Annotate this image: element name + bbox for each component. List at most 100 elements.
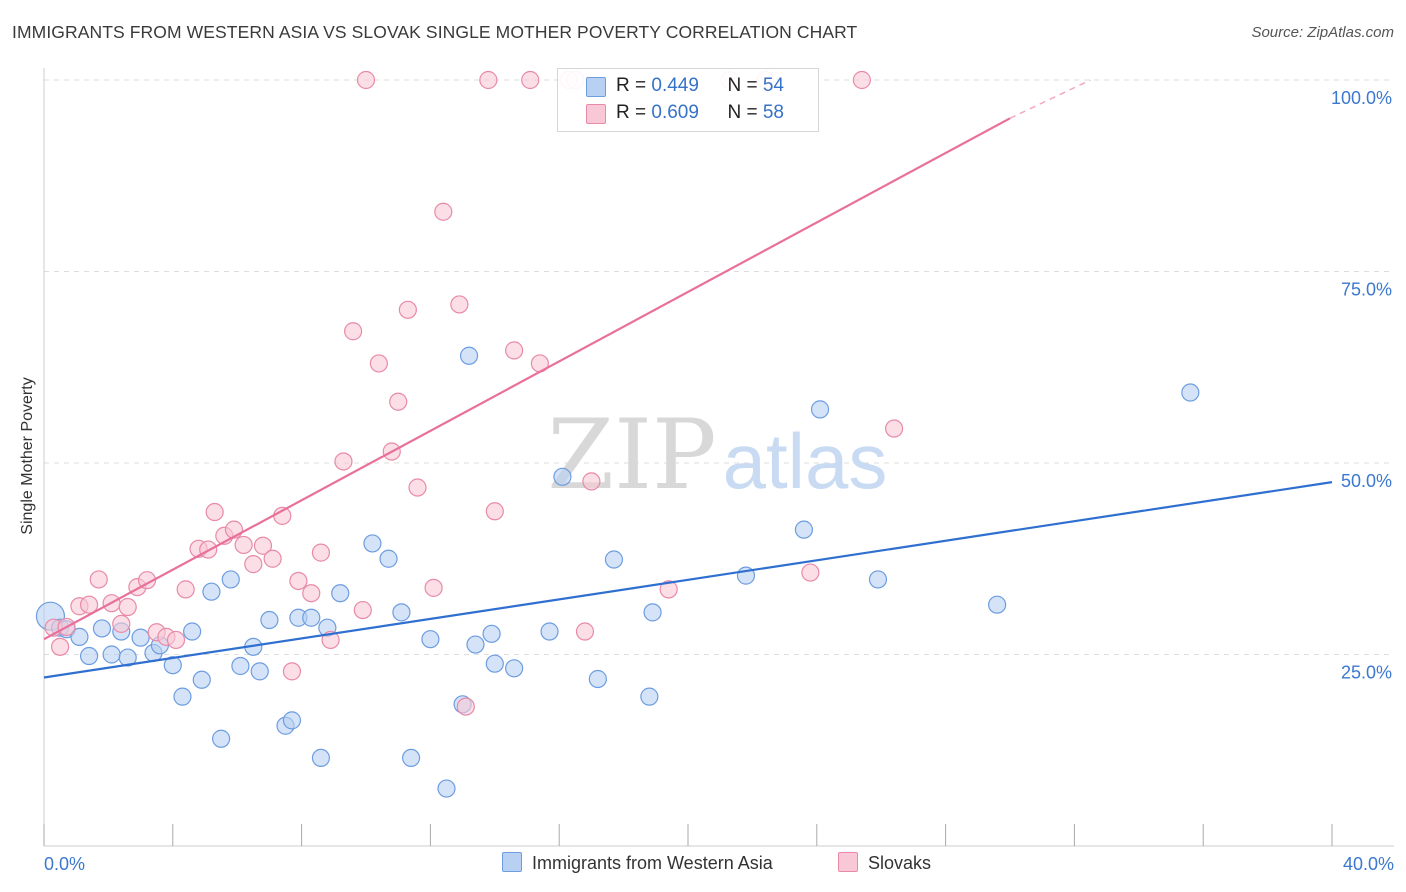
trend-lines — [43, 79, 1333, 679]
point-pink-32 — [353, 600, 372, 620]
point-blue-15 — [192, 670, 211, 689]
point-pink-37 — [398, 300, 417, 319]
point-blue-30 — [363, 534, 382, 553]
legend-pink-n-value: 58 — [762, 102, 784, 123]
point-pink-46 — [521, 70, 540, 90]
point-pink-22 — [253, 536, 273, 555]
point-pink-51 — [582, 472, 601, 491]
watermark-zip: ZIP — [547, 399, 716, 511]
point-pink-30 — [334, 452, 353, 471]
point-pink-40 — [434, 202, 453, 221]
point-blue-37 — [459, 346, 479, 365]
point-blue-8 — [118, 648, 137, 667]
y-tick-label-3: 100.0% — [1331, 88, 1392, 108]
point-blue-47 — [643, 603, 662, 622]
point-blue-5 — [92, 619, 112, 638]
y-tick-label-1: 50.0% — [1341, 471, 1392, 491]
point-pink-34 — [369, 354, 388, 373]
chart-title: IMMIGRANTS FROM WESTERN ASIA VS SLOVAK S… — [12, 22, 858, 42]
point-blue-14 — [183, 622, 202, 641]
point-blue-17 — [212, 729, 231, 748]
gridlines — [44, 79, 1394, 655]
point-pink-43 — [479, 70, 498, 90]
point-blue-53 — [1181, 383, 1200, 402]
point-blue-12 — [163, 656, 182, 675]
point-pink-20 — [234, 535, 253, 555]
point-pink-41 — [450, 295, 469, 314]
trend-line-blue — [43, 481, 1333, 679]
point-blue-39 — [482, 624, 501, 643]
point-pink-57 — [884, 419, 904, 438]
point-pink-5 — [89, 570, 108, 589]
legend-blue-n-label: N = — [727, 75, 763, 96]
y-tick-label-2: 75.0% — [1341, 280, 1392, 300]
point-blue-26 — [302, 608, 321, 627]
legend-pink-r-value: 0.609 — [651, 102, 699, 123]
point-blue-42 — [540, 622, 559, 641]
legend-swatch-pink — [586, 104, 606, 124]
bottom-legend-label-pink: Slovaks — [868, 853, 932, 873]
bottom-legend-pink: Slovaks — [838, 852, 931, 874]
tick-labels: 25.0% 50.0% 75.0% 100.0% 0.0% 40.0% — [44, 88, 1394, 874]
point-blue-29 — [331, 584, 350, 603]
point-blue-33 — [401, 748, 421, 768]
point-blue-49 — [794, 520, 814, 539]
point-pink-50 — [575, 622, 595, 641]
point-blue-40 — [485, 654, 504, 673]
point-pink-56 — [852, 70, 871, 90]
point-pink-39 — [424, 578, 443, 597]
point-blue-3 — [70, 627, 89, 646]
point-pink-44 — [485, 502, 504, 521]
point-blue-46 — [640, 687, 659, 706]
point-pink-31 — [344, 322, 363, 341]
point-blue-27 — [311, 748, 331, 768]
point-pink-36 — [389, 392, 408, 411]
bottom-legend-swatch-blue — [502, 852, 522, 872]
point-blue-38 — [466, 635, 485, 654]
point-blue-13 — [173, 687, 192, 706]
point-blue-35 — [437, 779, 456, 798]
point-pink-23 — [263, 549, 282, 568]
point-blue-24 — [282, 711, 302, 730]
trend-line-pink — [43, 117, 1011, 641]
point-blue-16 — [202, 582, 221, 601]
point-pink-21 — [244, 555, 263, 574]
point-pink-45 — [505, 341, 524, 360]
source-credit: Source: ZipAtlas.com — [1251, 24, 1394, 41]
trend-line-pink-extension — [1009, 79, 1091, 119]
point-pink-25 — [282, 662, 302, 681]
point-pink-28 — [311, 543, 331, 562]
watermark: ZIP atlas — [547, 399, 887, 511]
point-pink-7 — [112, 614, 131, 633]
legend-pink-r-label: R = — [616, 102, 652, 123]
correlation-legend: R = 0.449 N = 54 R = 0.609 N = 58 — [557, 68, 819, 132]
point-pink-27 — [302, 584, 321, 603]
point-pink-33 — [356, 70, 376, 90]
point-pink-8 — [118, 597, 137, 617]
data-points — [35, 70, 1200, 798]
point-pink-14 — [176, 580, 195, 599]
point-blue-34 — [421, 630, 440, 649]
point-blue-31 — [379, 549, 398, 568]
point-pink-1 — [50, 637, 70, 656]
point-pink-4 — [79, 595, 99, 614]
legend-blue-n-value: 54 — [762, 75, 784, 96]
point-blue-51 — [868, 570, 888, 589]
legend-pink-n-label: N = — [727, 102, 763, 123]
point-blue-44 — [588, 669, 607, 689]
bottom-legend-blue: Immigrants from Western Asia — [502, 852, 773, 874]
point-blue-43 — [553, 467, 572, 486]
bottom-legend-swatch-pink — [838, 852, 858, 872]
point-blue-52 — [988, 595, 1007, 614]
point-blue-19 — [231, 656, 250, 676]
point-blue-21 — [250, 662, 269, 681]
point-pink-17 — [205, 502, 224, 522]
point-blue-50 — [810, 400, 830, 419]
point-pink-55 — [801, 563, 820, 582]
point-blue-6 — [102, 645, 121, 664]
y-tick-label-0: 25.0% — [1341, 663, 1392, 683]
watermark-atlas: atlas — [723, 417, 888, 505]
x-tick-label-1: 40.0% — [1343, 854, 1394, 874]
point-blue-4 — [79, 646, 99, 666]
bottom-legend-label-blue: Immigrants from Western Asia — [532, 853, 773, 873]
